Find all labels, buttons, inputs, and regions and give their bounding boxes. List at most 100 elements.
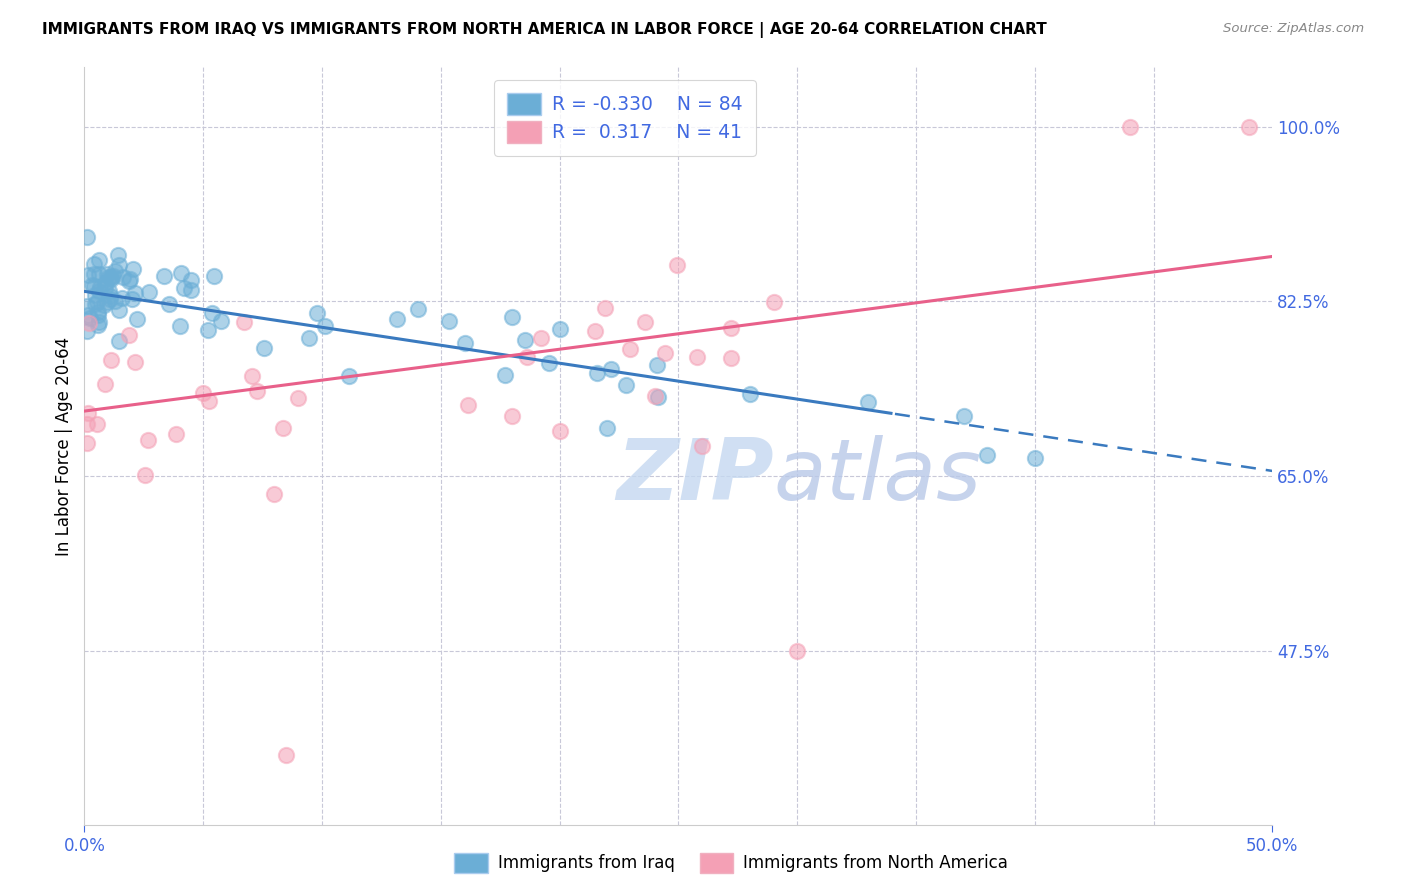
Point xyxy=(253,341,276,355)
Point xyxy=(77,268,100,283)
Text: Source: ZipAtlas.com: Source: ZipAtlas.com xyxy=(1223,22,1364,36)
Point xyxy=(180,272,202,286)
Point xyxy=(111,291,134,305)
Point xyxy=(516,350,538,364)
Point xyxy=(83,267,105,281)
Point xyxy=(654,346,676,360)
Point xyxy=(209,314,232,328)
Point xyxy=(457,398,479,412)
Point xyxy=(645,358,668,372)
Point xyxy=(786,643,808,657)
Point xyxy=(125,311,148,326)
Point xyxy=(124,355,146,369)
Point xyxy=(314,319,336,334)
Point xyxy=(263,487,285,501)
Point xyxy=(79,310,101,325)
Point xyxy=(169,319,191,334)
Point xyxy=(614,378,637,392)
Point xyxy=(165,426,187,441)
Point xyxy=(1119,120,1142,134)
Point xyxy=(98,293,121,307)
Point xyxy=(538,356,561,370)
Point xyxy=(104,293,127,308)
Point xyxy=(87,304,110,318)
Point xyxy=(84,288,107,302)
Point xyxy=(77,308,100,322)
Point xyxy=(858,394,880,409)
Point xyxy=(720,351,742,365)
Point xyxy=(952,409,974,424)
Point xyxy=(76,299,98,313)
Point xyxy=(494,368,516,383)
Point xyxy=(134,467,156,482)
Point xyxy=(87,267,110,281)
Point xyxy=(198,393,221,408)
Point xyxy=(107,258,129,272)
Point xyxy=(84,297,107,311)
Point xyxy=(690,439,713,453)
Point xyxy=(87,318,110,332)
Point xyxy=(87,309,110,323)
Point xyxy=(98,285,121,299)
Point xyxy=(94,377,117,392)
Point xyxy=(76,229,98,244)
Point xyxy=(197,323,219,337)
Point xyxy=(271,421,294,435)
Y-axis label: In Labor Force | Age 20-64: In Labor Force | Age 20-64 xyxy=(55,336,73,556)
Point xyxy=(108,334,131,349)
Point xyxy=(100,270,122,285)
Point xyxy=(647,390,669,404)
Point xyxy=(738,387,761,401)
Point xyxy=(665,258,688,272)
Point xyxy=(180,283,202,297)
Point xyxy=(107,248,129,262)
Point xyxy=(100,289,122,303)
Point xyxy=(118,274,141,288)
Point xyxy=(298,331,321,345)
Point xyxy=(202,269,225,284)
Point xyxy=(619,342,641,356)
Point xyxy=(501,409,523,423)
Point xyxy=(305,306,328,320)
Point xyxy=(101,269,124,284)
Point xyxy=(453,336,475,351)
Point xyxy=(77,316,100,330)
Point xyxy=(287,391,309,405)
Point xyxy=(686,350,709,364)
Point xyxy=(121,262,143,277)
Point xyxy=(93,281,115,295)
Point xyxy=(157,296,180,310)
Point xyxy=(104,264,127,278)
Point xyxy=(118,327,141,342)
Point xyxy=(94,276,117,290)
Point xyxy=(124,285,146,300)
Point xyxy=(170,266,193,280)
Point xyxy=(111,269,134,284)
Text: ZIP: ZIP xyxy=(616,434,773,518)
Point xyxy=(408,301,430,316)
Point xyxy=(240,368,263,383)
Point xyxy=(720,320,742,334)
Point xyxy=(89,279,111,293)
Point xyxy=(76,435,98,450)
Point xyxy=(86,294,108,309)
Point xyxy=(83,257,105,271)
Point xyxy=(173,281,195,295)
Point xyxy=(87,315,110,329)
Point xyxy=(93,298,115,312)
Point xyxy=(596,421,619,435)
Point xyxy=(191,385,214,400)
Point xyxy=(232,315,254,329)
Point xyxy=(385,312,408,326)
Point xyxy=(96,268,118,282)
Point xyxy=(153,268,176,283)
Point xyxy=(108,302,131,317)
Point xyxy=(644,389,666,403)
Point xyxy=(87,252,110,267)
Point xyxy=(548,322,571,336)
Point xyxy=(98,270,121,285)
Point xyxy=(77,406,100,420)
Text: IMMIGRANTS FROM IRAQ VS IMMIGRANTS FROM NORTH AMERICA IN LABOR FORCE | AGE 20-64: IMMIGRANTS FROM IRAQ VS IMMIGRANTS FROM … xyxy=(42,22,1047,38)
Point xyxy=(246,384,269,398)
Point xyxy=(76,417,98,432)
